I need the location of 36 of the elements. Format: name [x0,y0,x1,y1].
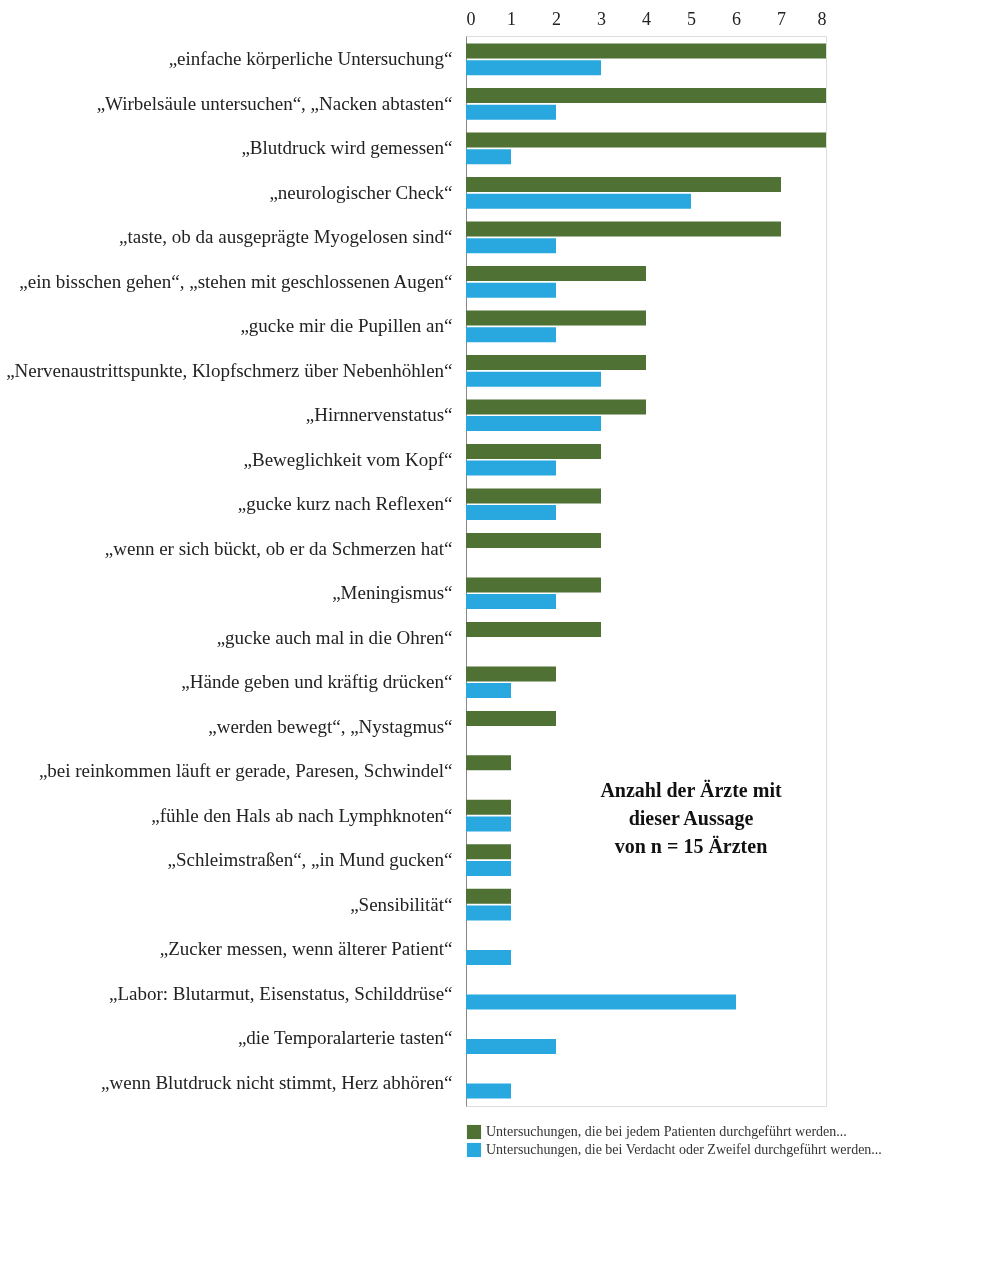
y-tick-label: „Labor: Blutarmut, Eisenstatus, Schilddrüse“ [108,982,453,1004]
y-tick-label: „gucke mir die Pupillen an“ [240,315,453,337]
y-tick-label: „Sensibilität“ [350,893,453,915]
y-tick-label: „Schleimstraßen“, „in Mund gucken“ [167,849,453,871]
legend-label: Untersuchungen, die bei Verdacht oder Zweifel durchgeführt werden... [486,1142,882,1157]
y-tick-label: „Zucker messen, wenn älterer Patient“ [159,938,453,960]
y-tick-label: „Hände geben und kräftig drücken“ [181,671,453,693]
y-tick-label: „gucke auch mal in die Ohren“ [216,626,453,648]
y-tick-label: „die Temporalarterie tasten“ [237,1027,453,1049]
legend-label: Untersuchungen, die bei jedem Patienten durchgeführt werden... [486,1124,847,1139]
y-tick-label: „fühle den Hals ab nach Lymphknoten“ [151,804,453,826]
y-tick-label: „taste, ob da ausgeprägte Myogelosen sind“ [119,226,453,248]
y-tick-label: „Beweglichkeit vom Kopf“ [243,448,453,470]
y-tick-label: „wenn er sich bückt, ob er da Schmerzen hat“ [104,537,453,559]
x-tick-label: 3 [597,8,606,29]
y-tick-label: „Nervenaustrittspunkte, Klopfschmerz über Nebenhöhlen“ [6,359,453,381]
x-tick-label: 5 [687,8,696,29]
x-tick-label: 4 [642,8,651,29]
x-tick-label: 8 [817,8,827,29]
y-tick-label: „ein bisschen gehen“, „stehen mit geschlossenen Augen“ [19,270,453,292]
y-tick-label: „bei reinkommen läuft er gerade, Paresen, Schwindel“ [38,760,453,782]
y-tick-label: „neurologischer Check“ [269,181,453,203]
x-tick-label: 2 [552,8,561,29]
y-tick-label: „einfache körperliche Untersuchung“ [168,48,453,70]
x-tick-label: 7 [777,8,786,29]
y-tick-label: „Meningismus“ [332,582,453,604]
y-tick-label: „werden bewegt“, „Nystagmus“ [208,715,453,737]
y-tick-label: „Blutdruck wird gemessen“ [241,137,453,159]
y-tick-label: „gucke kurz nach Reflexen“ [237,493,453,515]
annotation: Anzahl der Ärzte mit dieser Aussage von n = 15 Ärzten [600,779,782,857]
y-tick-label: „Hirnnervenstatus“ [305,404,453,426]
y-tick-label: „Wirbelsäule untersuchen“, „Nacken abtasten“ [96,92,453,114]
x-tick-label: 6 [732,8,741,29]
x-tick-label: 0 [466,8,476,29]
y-tick-label: „wenn Blutdruck nicht stimmt, Herz abhören“ [101,1071,453,1093]
x-tick-label: 1 [507,8,516,29]
